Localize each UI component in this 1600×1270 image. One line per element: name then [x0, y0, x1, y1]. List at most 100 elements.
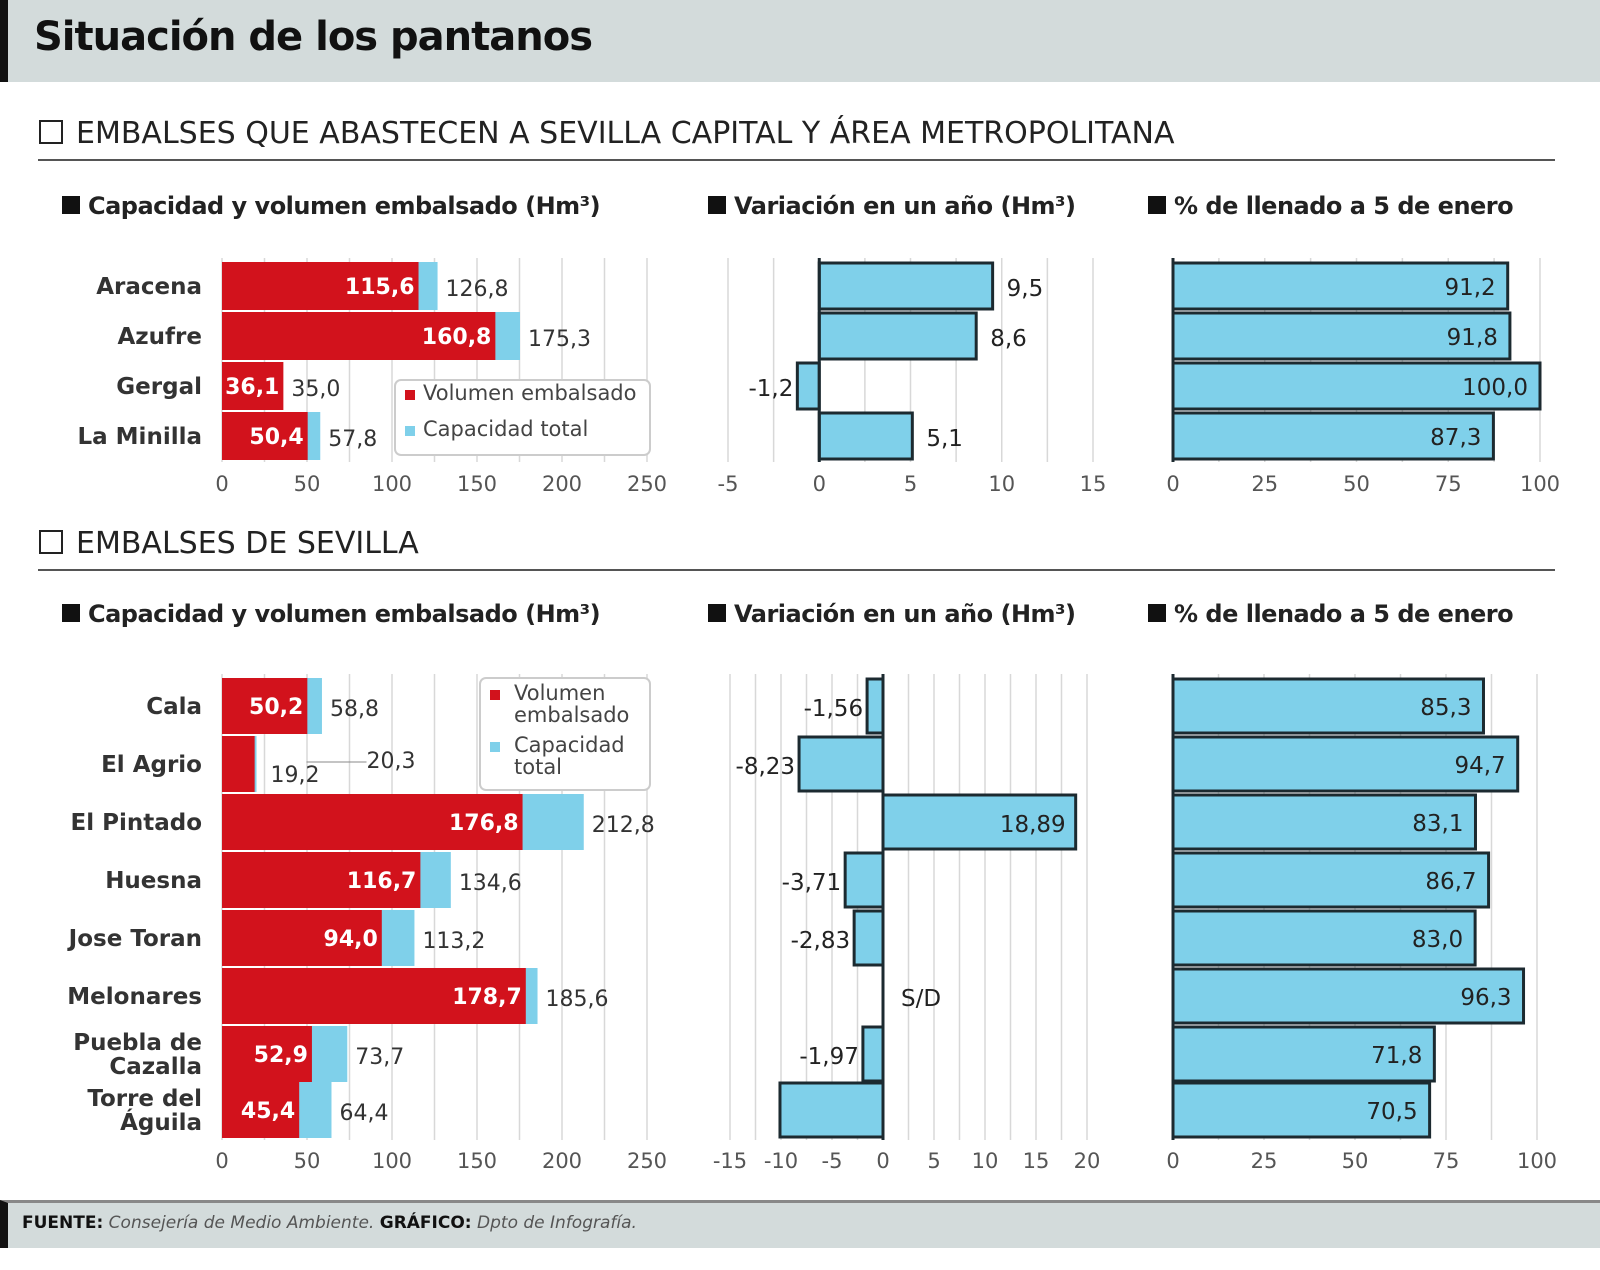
volume-value-label: 52,9 — [254, 1043, 308, 1068]
square-bullet-icon — [1148, 196, 1166, 214]
x-tick-label: 250 — [627, 472, 667, 496]
legend-capacity-swatch — [405, 426, 415, 436]
volume-value-label: 50,2 — [249, 695, 303, 720]
category-label: Melonares — [67, 984, 202, 1010]
category-label: Puebla de Cazalla — [73, 1030, 202, 1080]
bar-value-label: -1,56 — [804, 696, 864, 722]
square-bullet-icon — [1148, 604, 1166, 622]
bar-value-label: 71,8 — [1371, 1043, 1422, 1069]
bar-value-label: 83,1 — [1412, 811, 1463, 837]
graphic-text: Dpto de Infografía. — [477, 1213, 637, 1233]
x-tick-label: 200 — [542, 472, 582, 496]
volume-bar — [222, 412, 308, 460]
volume-bar — [222, 678, 308, 734]
category-label: Jose Toran — [67, 926, 202, 952]
section-title: EMBALSES QUE ABASTECEN A SEVILLA CAPITAL… — [76, 115, 1175, 151]
x-tick-label: 75 — [1433, 1149, 1460, 1173]
section-checkbox-icon — [39, 120, 63, 144]
legend-label: Capacidad total — [423, 417, 588, 441]
capacity-value-label: 134,6 — [459, 871, 522, 896]
x-tick-label: 0 — [1166, 472, 1179, 496]
x-tick-label: 25 — [1251, 472, 1278, 496]
legend-label: Capacidad total — [514, 733, 625, 779]
bar-value-label: 9,5 — [1007, 276, 1044, 302]
square-bullet-icon — [62, 196, 80, 214]
value-bar — [865, 677, 885, 735]
bar-value-label: -8,23 — [736, 754, 796, 780]
chart-title: Variación en un año (Hm³) — [734, 192, 1076, 220]
graphic-label: GRÁFICO: — [379, 1213, 472, 1233]
volume-bar — [222, 312, 496, 360]
capacity-value-label: 57,8 — [328, 427, 377, 452]
category-label: El Agrio — [101, 752, 202, 778]
value-bar — [881, 793, 1078, 851]
capacity-value-label: 126,8 — [446, 277, 509, 302]
square-bullet-icon — [62, 604, 80, 622]
bar-value-label: 91,2 — [1444, 275, 1495, 301]
value-bar — [778, 1081, 885, 1139]
value-bar — [1171, 967, 1526, 1025]
value-bar — [1171, 411, 1495, 461]
value-bar — [1171, 1081, 1432, 1139]
value-bar — [817, 261, 995, 311]
bar-value-label: 18,89 — [1000, 812, 1066, 838]
bar-value-label: S/D — [901, 986, 941, 1012]
value-bar — [795, 361, 821, 411]
capacity-value-label: 58,8 — [330, 697, 379, 722]
value-bar — [1171, 677, 1485, 735]
bar-value-label: 8,6 — [990, 326, 1027, 352]
volume-value-label: 19,2 — [271, 763, 320, 788]
section-checkbox-icon — [39, 530, 63, 554]
volume-bar — [222, 262, 419, 310]
x-tick-label: 50 — [294, 472, 321, 496]
x-tick-label: 75 — [1435, 472, 1462, 496]
bar-value-label: -1,2 — [748, 376, 793, 402]
x-tick-label: 0 — [1166, 1149, 1179, 1173]
chart-title: Capacidad y volumen embalsado (Hm³) — [88, 600, 600, 628]
section-title: EMBALSES DE SEVILLA — [76, 526, 419, 561]
capacity-value-label: 35,0 — [291, 377, 340, 402]
source-text: Consejería de Medio Ambiente. — [108, 1213, 375, 1233]
bar-value-label: -3,71 — [782, 870, 842, 896]
legend-box — [479, 677, 651, 791]
x-tick-label: 0 — [876, 1149, 889, 1173]
volume-bar — [222, 1026, 312, 1082]
category-label: Aracena — [96, 274, 202, 300]
bar-value-label: 87,3 — [1430, 425, 1481, 451]
volume-value-label: 178,7 — [452, 985, 522, 1010]
capacity-value-label: 20,3 — [367, 749, 416, 774]
chart-title: % de llenado a 5 de enero — [1174, 192, 1513, 220]
x-tick-label: 10 — [988, 472, 1015, 496]
volume-bar — [222, 736, 255, 792]
volume-bar — [222, 794, 523, 850]
volume-value-label: 94,0 — [324, 927, 378, 952]
chart-title: Capacidad y volumen embalsado (Hm³) — [88, 192, 600, 220]
square-bullet-icon — [708, 604, 726, 622]
legend-capacity-swatch — [490, 742, 500, 752]
value-bar — [817, 311, 978, 361]
value-bar — [797, 735, 885, 793]
category-label: La Minilla — [77, 424, 202, 450]
value-bar — [1171, 261, 1510, 311]
value-bar — [852, 909, 885, 967]
bar-value-label: 91,8 — [1447, 325, 1498, 351]
bar-value-label: 100,0 — [1462, 375, 1528, 401]
bar-value-label: 94,7 — [1454, 753, 1505, 779]
x-tick-label: 5 — [927, 1149, 940, 1173]
x-tick-label: 50 — [1342, 1149, 1369, 1173]
chart-title: % de llenado a 5 de enero — [1174, 600, 1513, 628]
value-bar — [843, 851, 885, 909]
category-label: Torre del Águila — [87, 1086, 202, 1136]
capacity-value-label: 113,2 — [422, 929, 485, 954]
x-tick-label: 25 — [1251, 1149, 1278, 1173]
volume-bar — [222, 852, 421, 908]
value-bar — [1171, 735, 1520, 793]
bar-value-label: -2,83 — [791, 928, 851, 954]
x-tick-label: -5 — [718, 472, 739, 496]
capacity-value-label: 212,8 — [592, 813, 655, 838]
x-tick-label: 200 — [542, 1149, 582, 1173]
volume-value-label: 115,6 — [345, 275, 415, 300]
category-label: Huesna — [105, 868, 202, 894]
title-bar: Situación de los pantanos — [0, 0, 1600, 82]
